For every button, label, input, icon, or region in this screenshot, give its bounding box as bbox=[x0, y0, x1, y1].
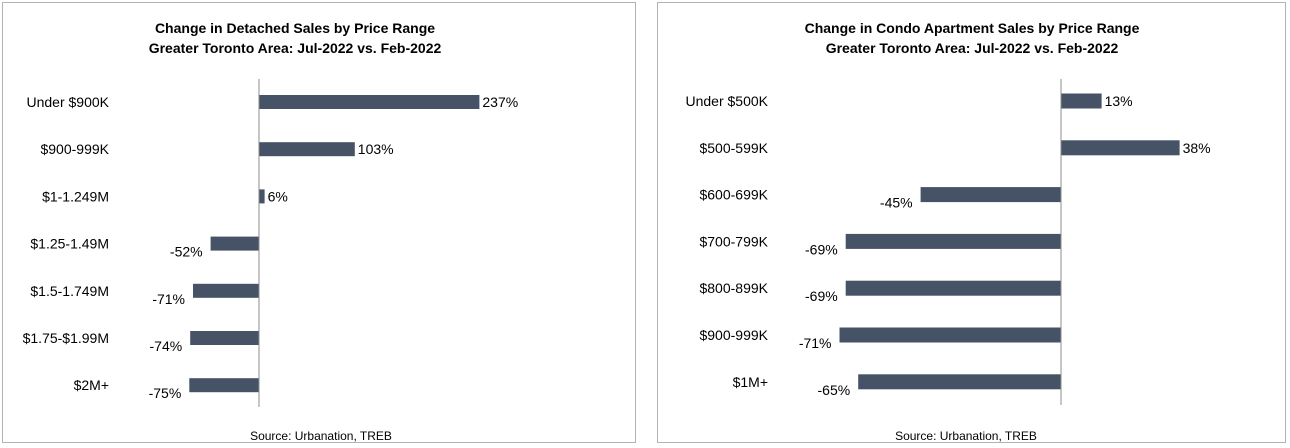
source-note: Source: Urbanation, TREB bbox=[895, 429, 1037, 443]
bar-1 bbox=[1061, 93, 1102, 109]
bar-6 bbox=[190, 331, 259, 345]
detached-sales-chart: Change in Detached Sales by Price Range … bbox=[23, 20, 519, 443]
bar-3 bbox=[920, 187, 1061, 203]
bar-3 bbox=[259, 189, 265, 204]
plot-area: Under $500K 13% $500-599K 38% $600-699K -45% $… bbox=[685, 79, 1211, 405]
data-label: -75% bbox=[149, 385, 182, 401]
source-note: Source: Urbanation, TREB bbox=[250, 429, 392, 443]
category-label: $600-699K bbox=[699, 187, 768, 203]
category-label: $1.75-$1.99M bbox=[23, 330, 109, 346]
data-label: -65% bbox=[818, 382, 851, 398]
category-label: $1.25-1.49M bbox=[30, 236, 109, 252]
data-label: -71% bbox=[152, 291, 185, 307]
data-label: -69% bbox=[805, 241, 838, 257]
category-label: $2M+ bbox=[74, 377, 109, 393]
data-label: -74% bbox=[150, 338, 183, 354]
data-label: 6% bbox=[268, 188, 288, 204]
bar-6 bbox=[839, 327, 1061, 343]
category-label: $700-799K bbox=[699, 233, 768, 249]
condo-sales-chart-panel: Change in Condo Apartment Sales by Price… bbox=[657, 2, 1286, 443]
bar-2 bbox=[259, 142, 355, 157]
bar-7 bbox=[858, 374, 1061, 390]
data-label: 103% bbox=[358, 141, 394, 157]
condo-sales-chart: Change in Condo Apartment Sales by Price… bbox=[685, 20, 1211, 443]
data-label: -69% bbox=[805, 288, 838, 304]
category-label: $1-1.249M bbox=[42, 188, 109, 204]
bar-5 bbox=[845, 280, 1061, 296]
data-label: -45% bbox=[880, 195, 913, 211]
chart-subtitle: Greater Toronto Area: Jul-2022 vs. Feb-2… bbox=[826, 40, 1119, 56]
data-label: 38% bbox=[1183, 140, 1211, 156]
data-label: 237% bbox=[482, 94, 518, 110]
data-label: 13% bbox=[1105, 93, 1133, 109]
plot-area: Under $900K 237% $900-999K 103% $1-1.249M 6% $… bbox=[23, 79, 518, 407]
category-label: $900-999K bbox=[699, 327, 768, 343]
detached-sales-chart-panel: Change in Detached Sales by Price Range … bbox=[2, 2, 636, 443]
bar-5 bbox=[193, 283, 259, 298]
chart-title: Change in Condo Apartment Sales by Price… bbox=[805, 20, 1140, 36]
bar-1 bbox=[259, 95, 480, 109]
bar-2 bbox=[1061, 140, 1180, 156]
category-label: Under $900K bbox=[26, 94, 109, 110]
chart-title: Change in Detached Sales by Price Range bbox=[155, 20, 435, 36]
category-label: $1.5-1.749M bbox=[30, 283, 109, 299]
category-label: $800-899K bbox=[699, 280, 768, 296]
data-label: -52% bbox=[170, 244, 203, 260]
category-label: Under $500K bbox=[685, 93, 768, 109]
chart-subtitle: Greater Toronto Area: Jul-2022 vs. Feb-2… bbox=[149, 40, 442, 56]
bar-4 bbox=[845, 233, 1061, 249]
bar-7 bbox=[189, 378, 260, 393]
bar-4 bbox=[210, 236, 259, 251]
category-label: $500-599K bbox=[699, 140, 768, 156]
category-label: $1M+ bbox=[733, 374, 768, 390]
category-label: $900-999K bbox=[40, 141, 109, 157]
data-label: -71% bbox=[799, 335, 832, 351]
